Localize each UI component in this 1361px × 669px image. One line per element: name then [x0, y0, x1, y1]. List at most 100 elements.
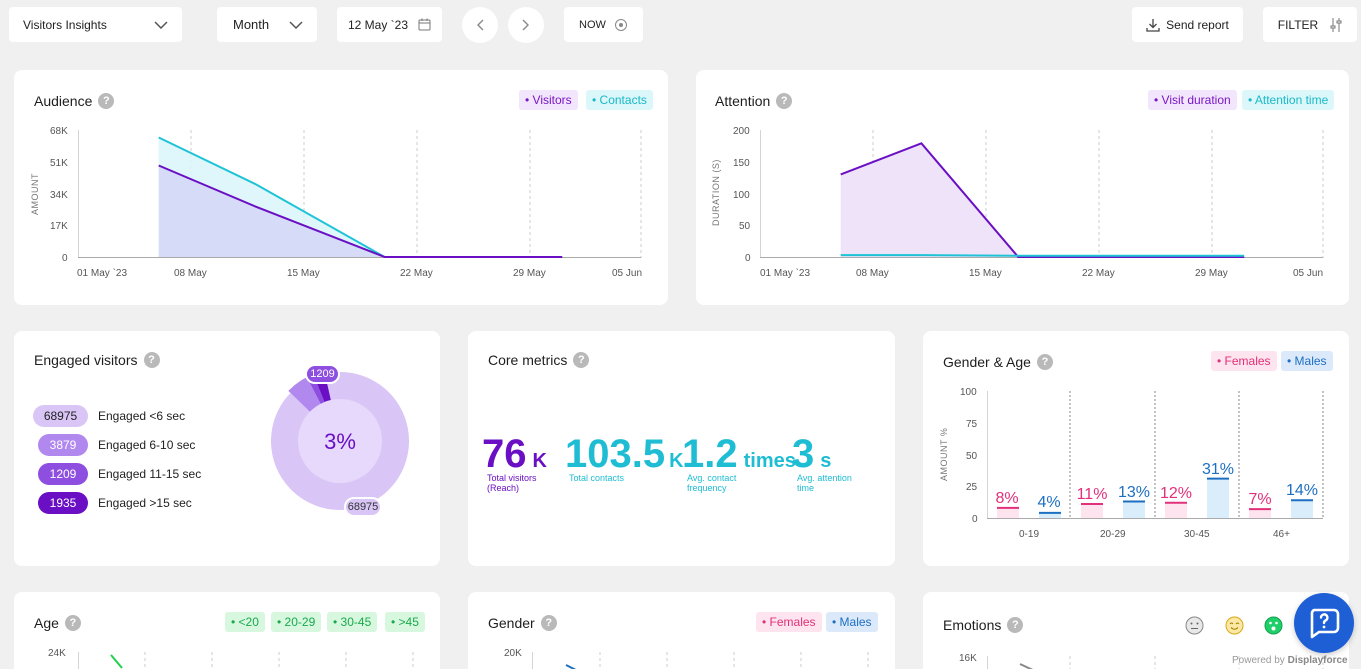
- legend-females[interactable]: • Females: [1211, 351, 1277, 371]
- legend-visitors[interactable]: • Visitors: [519, 90, 578, 110]
- metric-unit: K: [532, 450, 547, 472]
- metric-total-visitors: 76 K: [482, 434, 547, 474]
- legend-age-over-45[interactable]: • >45: [385, 612, 425, 632]
- neutral-face-icon[interactable]: [1185, 616, 1204, 635]
- send-report-button[interactable]: Send report: [1132, 7, 1243, 42]
- legend-age-under-20[interactable]: • <20: [225, 612, 265, 632]
- date-picker[interactable]: 12 May `23: [337, 7, 442, 42]
- gender-age-chart: [987, 391, 1324, 519]
- view-select-label: Visitors Insights: [23, 17, 107, 32]
- chevron-right-icon: [522, 19, 529, 31]
- x-tick: 22 May: [1082, 268, 1115, 279]
- metric-total-contacts: 103.5 K: [565, 434, 684, 474]
- male-pct: 4%: [1037, 494, 1061, 511]
- engaged-value-pill: 3879: [38, 434, 88, 456]
- core-title-text: Core metrics: [488, 352, 568, 368]
- female-pct: 8%: [995, 490, 1019, 507]
- engaged-label: Engaged 11-15 sec: [98, 467, 202, 481]
- powered-brand: Displayforce: [1287, 655, 1348, 666]
- x-tick: 01 May `23: [77, 268, 128, 279]
- y-tick: 75: [966, 419, 978, 430]
- x-tick: 30-45: [1184, 529, 1210, 540]
- metric-contact-frequency: 1.2 times: [682, 434, 796, 474]
- powered-by: Powered by Displayforce: [1232, 655, 1348, 666]
- core-metrics-card: Core metrics? 76 K Total visitors (Reach)…: [468, 331, 895, 566]
- help-icon[interactable]: ?: [98, 93, 115, 109]
- attention-ylabel: DURATION (S): [711, 159, 721, 226]
- female-pct: 11%: [1076, 486, 1108, 503]
- gender-title-text: Gender: [488, 615, 535, 631]
- metric-value: 76: [482, 432, 527, 476]
- happy-face-icon[interactable]: [1225, 616, 1244, 635]
- legend-age-30-45[interactable]: • 30-45: [327, 612, 378, 632]
- legend-label: 30-45: [340, 615, 372, 629]
- help-icon[interactable]: ?: [540, 615, 557, 631]
- audience-ylabel: AMOUNT: [30, 173, 40, 215]
- metric-value: 103.5: [565, 432, 666, 476]
- help-icon[interactable]: ?: [64, 615, 81, 631]
- legend-males[interactable]: • Males: [1281, 351, 1333, 371]
- legend-contacts[interactable]: • Contacts: [586, 90, 653, 110]
- legend-visit-duration[interactable]: • Visit duration: [1148, 90, 1237, 110]
- help-icon[interactable]: ?: [776, 93, 793, 109]
- metric-unit: K: [669, 450, 684, 472]
- y-tick: 20K: [504, 648, 522, 659]
- prev-period-button[interactable]: [462, 7, 498, 43]
- y-tick: 100: [960, 387, 977, 398]
- y-tick: 50: [739, 221, 751, 232]
- gender-card: Gender? • Females • Males 20K: [468, 592, 895, 669]
- x-tick: 08 May: [856, 268, 889, 279]
- x-tick: 20-29: [1100, 529, 1126, 540]
- help-chat-button[interactable]: [1294, 593, 1354, 653]
- surprised-face-icon[interactable]: [1264, 616, 1283, 635]
- audience-chart: [78, 130, 642, 258]
- visit-duration-line: [840, 142, 1245, 258]
- legend-attention-time[interactable]: • Attention time: [1242, 90, 1335, 110]
- help-icon[interactable]: ?: [1007, 617, 1024, 633]
- female-pct: 7%: [1248, 491, 1272, 508]
- now-button[interactable]: NOW: [564, 7, 643, 42]
- legend-females[interactable]: • Females: [756, 612, 822, 632]
- age-title: Age?: [34, 615, 81, 631]
- metric-value: 3: [792, 432, 815, 476]
- gender-title: Gender?: [488, 615, 557, 631]
- help-icon[interactable]: ?: [143, 352, 160, 368]
- metric-unit: s: [820, 450, 832, 472]
- filter-label: FILTER: [1277, 17, 1319, 32]
- x-tick: 46+: [1273, 529, 1290, 540]
- x-tick: 05 Jun: [612, 268, 643, 279]
- x-tick: 29 May: [513, 268, 546, 279]
- sliders-icon: [1330, 17, 1342, 32]
- filter-button[interactable]: FILTER: [1263, 7, 1357, 42]
- attention-chart: [760, 130, 1324, 258]
- engaged-value-pill: 1935: [38, 492, 88, 514]
- metric-label: Total visitors (Reach): [487, 473, 537, 493]
- next-period-button[interactable]: [508, 7, 544, 43]
- attention-title-text: Attention: [715, 93, 771, 109]
- male-bar: [1123, 501, 1145, 518]
- legend-males[interactable]: • Males: [826, 612, 878, 632]
- help-icon[interactable]: ?: [573, 352, 590, 368]
- help-icon[interactable]: ?: [1036, 354, 1053, 370]
- y-tick: 0: [62, 253, 68, 264]
- send-report-label: Send report: [1166, 17, 1229, 32]
- donut-label-bottom: 68975: [344, 497, 382, 517]
- period-select-label: Month: [233, 17, 270, 32]
- gender-chart: [532, 652, 869, 669]
- attention-title: Attention?: [715, 93, 793, 109]
- now-label: NOW: [579, 18, 606, 31]
- legend-age-20-29[interactable]: • 20-29: [271, 612, 322, 632]
- legend-females-label: Females: [1224, 354, 1271, 368]
- x-tick: 0-19: [1019, 529, 1040, 540]
- download-icon: [1146, 18, 1160, 32]
- period-select[interactable]: Month: [217, 7, 317, 42]
- donut-center-value: 3%: [324, 429, 356, 454]
- gender-age-title: Gender & Age?: [943, 354, 1053, 370]
- y-tick: 17K: [50, 221, 68, 232]
- y-tick: 25: [966, 482, 978, 493]
- view-select[interactable]: Visitors Insights: [9, 7, 182, 42]
- female-bar: [1249, 509, 1271, 518]
- metric-unit: times: [743, 450, 796, 472]
- legend-label: >45: [398, 615, 419, 629]
- engaged-label: Engaged 6-10 sec: [98, 438, 196, 452]
